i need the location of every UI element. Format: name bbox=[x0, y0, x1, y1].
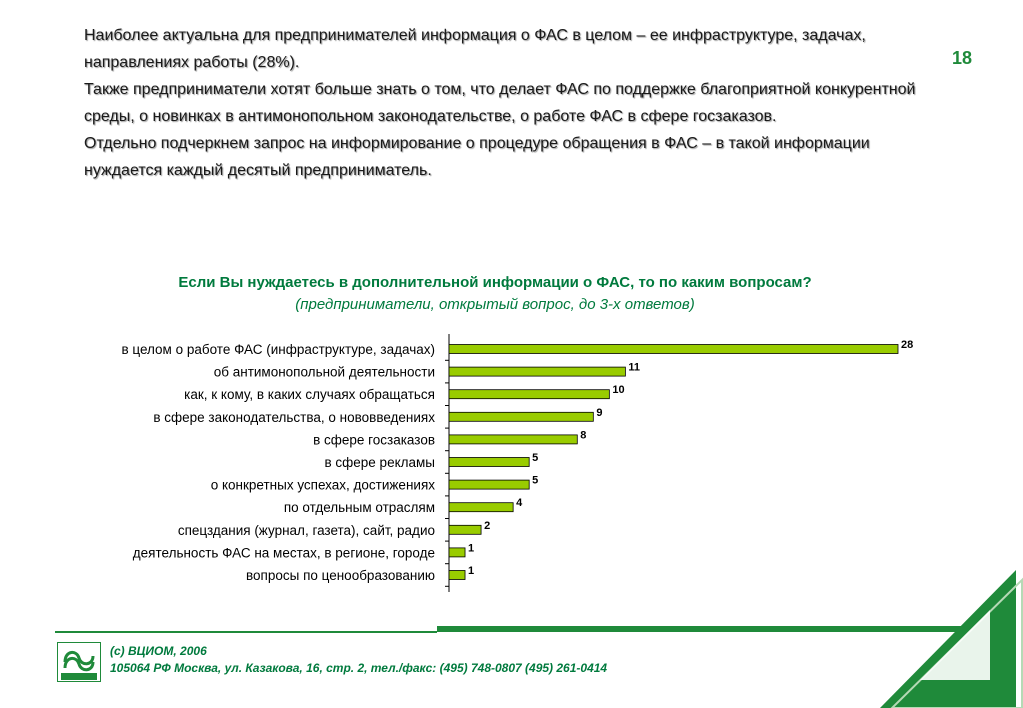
bar bbox=[448, 434, 578, 445]
page-number: 18 bbox=[952, 48, 973, 68]
data-label: 9 bbox=[596, 407, 602, 419]
data-label: 10 bbox=[612, 384, 624, 396]
category-label: в целом о работе ФАС (инфраструктуре, за… bbox=[121, 342, 435, 357]
data-label: 1 bbox=[468, 542, 474, 554]
category-label: в сфере рекламы bbox=[325, 455, 436, 470]
bar bbox=[448, 502, 514, 513]
footer-divider bbox=[55, 631, 437, 633]
category-label: в сфере госзаказов bbox=[313, 432, 435, 447]
chart-title-block: Если Вы нуждаетесь в дополнительной инфо… bbox=[130, 272, 860, 316]
bar bbox=[448, 570, 466, 580]
intro-paragraph-3: Отдельно подчеркнем запрос на информиров… bbox=[84, 135, 870, 179]
category-label: как, к кому, в каких случаях обращаться bbox=[184, 387, 435, 402]
category-label: спецздания (журнал, газета), сайт, радио bbox=[178, 523, 435, 538]
bar bbox=[448, 389, 610, 400]
bar bbox=[448, 479, 530, 490]
category-label: по отдельным отраслям bbox=[284, 500, 435, 515]
footer-text: (c) ВЦИОМ, 2006 105064 РФ Москва, ул. Ка… bbox=[110, 643, 607, 677]
chart-title: Если Вы нуждаетесь в дополнительной инфо… bbox=[178, 274, 812, 291]
bar-chart: в целом о работе ФАС (инфраструктуре, за… bbox=[121, 334, 913, 592]
data-label: 5 bbox=[532, 452, 538, 464]
data-label: 8 bbox=[580, 429, 586, 441]
category-label: деятельность ФАС на местах, в регионе, г… bbox=[133, 545, 435, 560]
data-label: 11 bbox=[628, 362, 640, 374]
footer-address: 105064 РФ Москва, ул. Казакова, 16, стр.… bbox=[110, 661, 608, 675]
footer-copyright: (c) ВЦИОМ, 2006 bbox=[110, 644, 207, 658]
data-label: 28 bbox=[901, 339, 913, 351]
bar bbox=[448, 411, 594, 422]
bar bbox=[448, 547, 466, 558]
vciom-logo-icon bbox=[57, 642, 101, 682]
data-label: 1 bbox=[468, 565, 474, 577]
chart-subtitle: (предприниматели, открытый вопрос, до 3-… bbox=[295, 296, 695, 313]
data-label: 4 bbox=[516, 497, 523, 509]
bar bbox=[448, 524, 482, 535]
intro-paragraph-2: Также предприниматели хотят больше знать… bbox=[84, 81, 916, 125]
bar bbox=[448, 457, 530, 467]
corner-decoration bbox=[880, 570, 1023, 708]
category-label: об антимонопольной деятельности bbox=[214, 365, 435, 380]
intro-paragraph-1: Наиболее актуальна для предпринимателей … bbox=[84, 27, 866, 71]
intro-text: Наиболее актуальна для предпринимателей … bbox=[84, 22, 924, 184]
category-label: в сфере законодательства, о нововведения… bbox=[153, 410, 435, 425]
category-label: о конкретных успехах, достижениях bbox=[211, 478, 436, 493]
bar bbox=[448, 366, 626, 377]
data-label: 5 bbox=[532, 475, 538, 487]
data-label: 2 bbox=[484, 520, 490, 532]
bar bbox=[448, 344, 899, 354]
footer-accent-bar bbox=[437, 626, 1003, 632]
category-label: вопросы по ценообразованию bbox=[246, 568, 435, 583]
